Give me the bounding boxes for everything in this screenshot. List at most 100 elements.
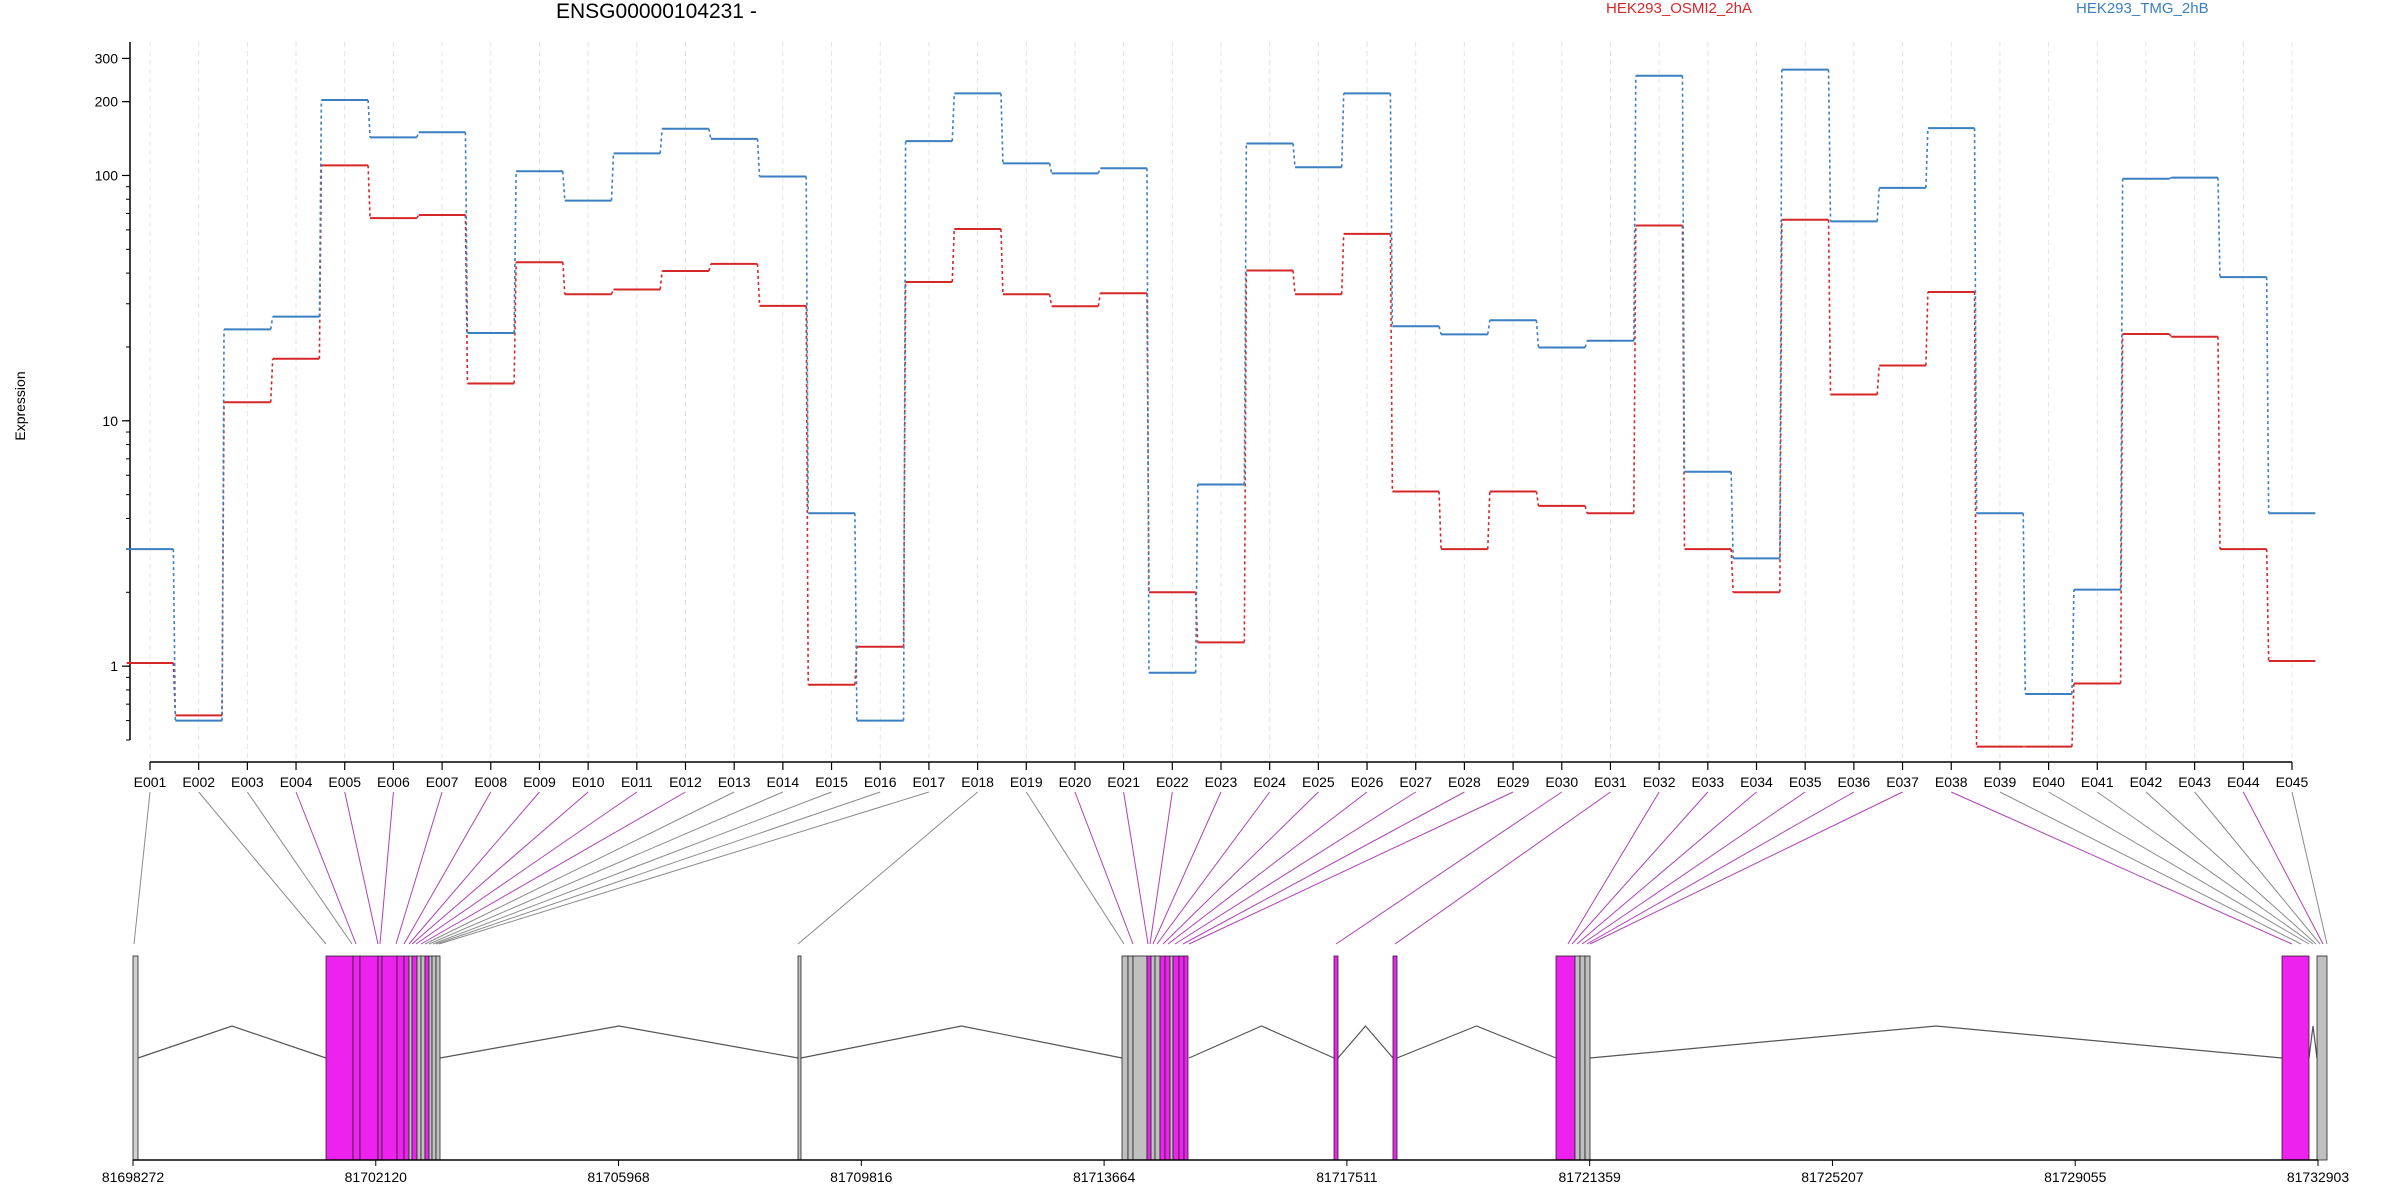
x-tick-label: E014 xyxy=(767,774,800,790)
x-tick-label: E035 xyxy=(1789,774,1822,790)
exon-block xyxy=(1132,955,1148,1161)
exon-connector xyxy=(1182,791,1465,945)
x-tick-label: E042 xyxy=(2130,774,2163,790)
coord-tick-label: 81732903 xyxy=(2287,1169,2350,1185)
x-tick-label: E003 xyxy=(231,774,264,790)
connector xyxy=(708,128,712,140)
x-tick-label: E027 xyxy=(1399,774,1432,790)
x-tick-label: E026 xyxy=(1351,774,1384,790)
intron-line xyxy=(1337,1025,1394,1059)
x-tick-label: E022 xyxy=(1156,774,1189,790)
x-tick-label: E043 xyxy=(2178,774,2211,790)
x-tick-label: E041 xyxy=(2081,774,2114,790)
connector xyxy=(172,549,177,721)
exon-connector xyxy=(424,791,735,945)
exon-connector xyxy=(295,791,357,945)
x-tick-label: E005 xyxy=(328,774,361,790)
x-tick-label: E030 xyxy=(1545,774,1578,790)
connector xyxy=(269,316,274,330)
coord-tick-label: 81705968 xyxy=(587,1169,650,1185)
exon-connector xyxy=(2048,791,2310,945)
x-tick-label: E039 xyxy=(1984,774,2017,790)
exon-block xyxy=(1178,955,1185,1161)
x-tick-label: E018 xyxy=(961,774,994,790)
connector xyxy=(2217,336,2221,550)
exon-block xyxy=(1159,955,1166,1161)
exon-connector xyxy=(1586,791,1855,945)
connector xyxy=(610,153,615,201)
x-tick-label: E016 xyxy=(864,774,897,790)
coord-tick-label: 81721359 xyxy=(1559,1169,1622,1185)
exon-connector xyxy=(2096,791,2314,945)
exon-block xyxy=(1392,955,1398,1161)
exon-connector xyxy=(1571,791,1709,945)
legend-series-a: HEK293_OSMI2_2hA xyxy=(1606,0,1752,17)
exon-block xyxy=(408,955,413,1161)
connector xyxy=(464,132,469,334)
intron-line xyxy=(1396,1025,1557,1059)
intron-line xyxy=(1589,1025,2283,1059)
exon-connector xyxy=(1174,791,1416,945)
exon-block xyxy=(1127,955,1134,1161)
connector xyxy=(1438,491,1442,550)
exon-connector xyxy=(246,791,353,945)
x-tick-label: E015 xyxy=(815,774,848,790)
connector xyxy=(805,176,810,514)
x-tick-label: E012 xyxy=(669,774,702,790)
connector xyxy=(1000,228,1004,295)
intron-line xyxy=(2308,1025,2318,1059)
connector xyxy=(951,228,956,283)
exon-block xyxy=(797,955,802,1161)
connector xyxy=(367,99,371,138)
exon-block xyxy=(1121,955,1129,1161)
chart-title: ENSG00000104231 - xyxy=(556,0,757,23)
connector xyxy=(1389,93,1394,327)
exon-connector xyxy=(379,791,394,945)
connector xyxy=(1048,294,1053,307)
x-tick-label: E028 xyxy=(1448,774,1481,790)
exon-block xyxy=(1579,955,1586,1161)
exon-connector xyxy=(420,791,686,945)
series-1 xyxy=(126,68,2316,722)
exon-connector xyxy=(411,791,589,945)
x-tick-label: E002 xyxy=(182,774,215,790)
legend-series-b: HEK293_TMG_2hB xyxy=(2076,0,2209,17)
exon-connector xyxy=(1576,791,1757,945)
exon-block xyxy=(1584,955,1591,1161)
connector xyxy=(1438,326,1442,335)
connector xyxy=(2022,513,2027,695)
connector xyxy=(2071,683,2075,747)
x-tick-label: E025 xyxy=(1302,774,1335,790)
connector xyxy=(1048,163,1053,174)
connector xyxy=(1486,491,1491,550)
connector xyxy=(1827,219,1832,395)
exon-connector xyxy=(1951,791,2293,945)
coord-tick-label: 81702120 xyxy=(345,1169,408,1185)
exon-block xyxy=(1574,955,1581,1161)
exon-block xyxy=(396,955,405,1161)
connector xyxy=(659,128,663,154)
exon-block xyxy=(381,955,398,1161)
exon-connector xyxy=(428,791,784,945)
exon-block xyxy=(411,955,418,1161)
x-tick-label: E045 xyxy=(2276,774,2309,790)
exon-block xyxy=(1183,955,1189,1161)
exon-connector xyxy=(1152,791,1222,945)
x-tick-label: E033 xyxy=(1691,774,1724,790)
connector xyxy=(1876,365,1881,395)
exon-block xyxy=(403,955,410,1161)
exon-block xyxy=(420,955,426,1161)
exon-block xyxy=(1172,955,1180,1161)
x-tick-label: E010 xyxy=(572,774,605,790)
exon-block xyxy=(1169,955,1174,1161)
series-lines xyxy=(126,68,2316,748)
exon-block xyxy=(1154,955,1161,1161)
x-tick-label: E021 xyxy=(1107,774,1140,790)
connector xyxy=(1097,167,1102,174)
exon-connector xyxy=(408,791,540,945)
exon-connector xyxy=(198,791,327,945)
exon-block xyxy=(1555,955,1576,1161)
x-tick-label: E019 xyxy=(1010,774,1043,790)
exon-connector xyxy=(1162,791,1319,945)
x-tick-label: E037 xyxy=(1886,774,1919,790)
